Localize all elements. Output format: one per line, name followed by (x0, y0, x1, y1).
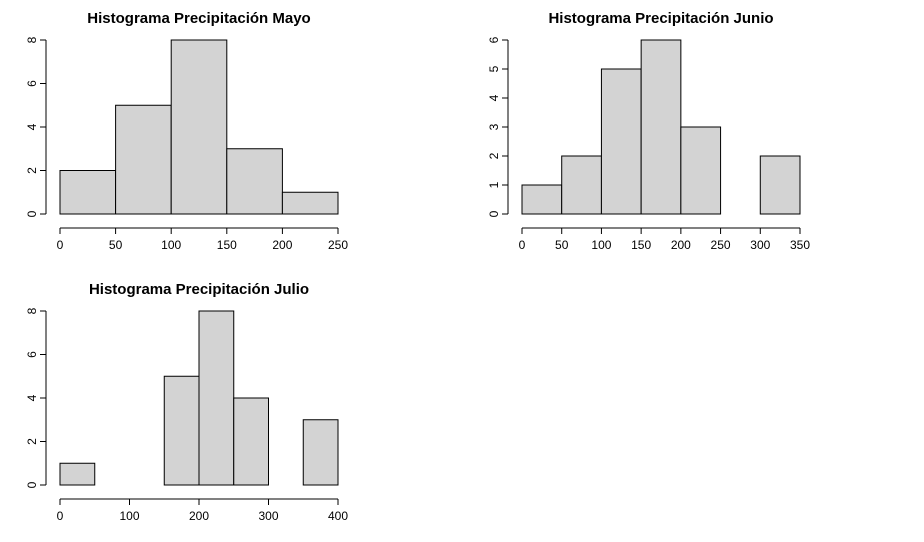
y-tick-label: 8 (25, 307, 39, 314)
y-tick-label: 2 (25, 167, 39, 174)
y-tick-label: 6 (487, 36, 501, 43)
chart-title: Histograma Precipitación Julio (89, 281, 309, 298)
histogram-bar (600, 68, 642, 215)
x-tick-label: 400 (328, 509, 348, 523)
x-tick-label: 200 (272, 238, 292, 252)
y-tick-label: 4 (487, 94, 501, 101)
y-tick-label: 2 (25, 438, 39, 445)
histogram-bar (115, 104, 172, 215)
x-tick-label: 100 (161, 238, 181, 252)
histogram-bar (302, 419, 339, 486)
chart-title: Histograma Precipitación Junio (548, 10, 773, 27)
x-tick-label: 150 (217, 238, 237, 252)
histogram-bar (198, 310, 235, 486)
y-tick-label: 3 (487, 123, 501, 130)
x-tick-label: 100 (591, 238, 611, 252)
histogram-bar (59, 462, 96, 486)
y-tick-label: 0 (487, 210, 501, 217)
y-tick-label: 0 (25, 210, 39, 217)
x-tick-label: 300 (750, 238, 770, 252)
x-tick-label: 0 (57, 238, 64, 252)
y-tick-label: 6 (25, 80, 39, 87)
x-tick-label: 250 (328, 238, 348, 252)
histogram-bar (521, 184, 563, 215)
x-tick-label: 300 (258, 509, 278, 523)
histogram-panel-3: Histograma Precipitación Julio 0 100 200 300… (25, 281, 348, 523)
x-tick-label: 0 (519, 238, 526, 252)
x-tick-label: 50 (555, 238, 569, 252)
y-tick-label: 1 (487, 181, 501, 188)
histogram-bar (59, 170, 117, 215)
y-tick-label: 0 (25, 481, 39, 488)
y-tick-label: 2 (487, 152, 501, 159)
histogram-bar (233, 397, 269, 486)
x-tick-label: 0 (57, 509, 64, 523)
chart-title: Histograma Precipitación Mayo (87, 10, 310, 27)
x-tick-label: 150 (631, 238, 651, 252)
histogram-bar (170, 39, 228, 215)
x-tick-label: 100 (119, 509, 139, 523)
x-tick-label: 200 (189, 509, 209, 523)
histogram-bar (226, 148, 283, 215)
y-tick-label: 5 (487, 65, 501, 72)
histogram-bar (759, 155, 801, 215)
y-tick-label: 4 (25, 123, 39, 130)
histogram-bar (680, 126, 722, 215)
y-tick-label: 8 (25, 36, 39, 43)
x-tick-label: 50 (109, 238, 123, 252)
histogram-bar (163, 375, 200, 486)
x-tick-label: 350 (790, 238, 810, 252)
x-tick-label: 200 (671, 238, 691, 252)
histogram-bar (561, 155, 602, 215)
histogram-bar (640, 39, 682, 215)
y-tick-label: 4 (25, 394, 39, 401)
y-tick-label: 6 (25, 351, 39, 358)
x-tick-label: 250 (711, 238, 731, 252)
histogram-bar (281, 191, 339, 215)
